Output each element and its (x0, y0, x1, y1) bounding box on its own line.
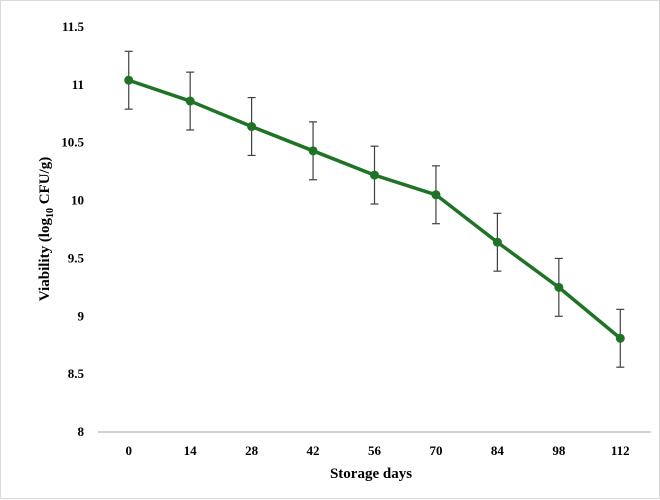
x-tick-label: 42 (307, 443, 320, 458)
x-tick-label: 112 (611, 443, 630, 458)
data-point (492, 237, 502, 247)
x-tick-label: 98 (552, 443, 566, 458)
data-point (185, 96, 195, 106)
data-point (124, 75, 134, 85)
x-axis-ticks: 0 14 28 42 56 70 84 98 112 (125, 443, 629, 458)
y-tick-label: 8.5 (68, 366, 85, 381)
x-tick-label: 0 (125, 443, 132, 458)
y-axis-title-subscript: 10 (45, 208, 56, 218)
y-tick-label: 10.5 (61, 135, 84, 150)
data-point (615, 333, 625, 343)
y-axis-title-suffix: CFU/g) (37, 157, 53, 208)
data-point (431, 190, 441, 200)
series-line (126, 78, 623, 341)
error-bars (124, 50, 625, 368)
y-tick-label: 10 (71, 193, 84, 208)
y-axis-title-prefix: Viability (log (37, 218, 53, 302)
x-tick-label: 84 (491, 443, 505, 458)
x-axis-title: Storage days (330, 466, 412, 482)
y-tick-label: 9 (78, 308, 85, 323)
y-axis-ticks: 8 8.5 9 9.5 10 10.5 11 11.5 (61, 19, 84, 439)
x-tick-label: 70 (429, 443, 442, 458)
y-tick-label: 9.5 (68, 250, 85, 265)
data-point (308, 146, 318, 156)
data-point (247, 122, 257, 132)
y-tick-label: 11 (72, 77, 84, 92)
y-axis-title: Viability (log10 CFU/g) (37, 157, 56, 301)
x-tick-label: 56 (368, 443, 382, 458)
data-point (554, 282, 564, 292)
series (124, 75, 625, 343)
y-tick-label: 11.5 (62, 19, 85, 34)
x-tick-label: 28 (245, 443, 259, 458)
data-point (370, 170, 379, 180)
x-tick-label: 14 (184, 443, 198, 458)
y-tick-label: 8 (78, 424, 85, 439)
